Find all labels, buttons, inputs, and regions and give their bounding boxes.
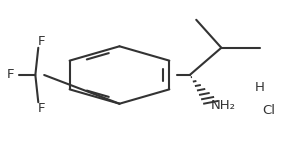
- Text: Cl: Cl: [262, 104, 275, 117]
- Text: F: F: [7, 69, 14, 81]
- Text: F: F: [38, 102, 45, 115]
- Text: H: H: [255, 81, 265, 94]
- Text: NH₂: NH₂: [211, 99, 236, 112]
- Text: F: F: [38, 35, 45, 48]
